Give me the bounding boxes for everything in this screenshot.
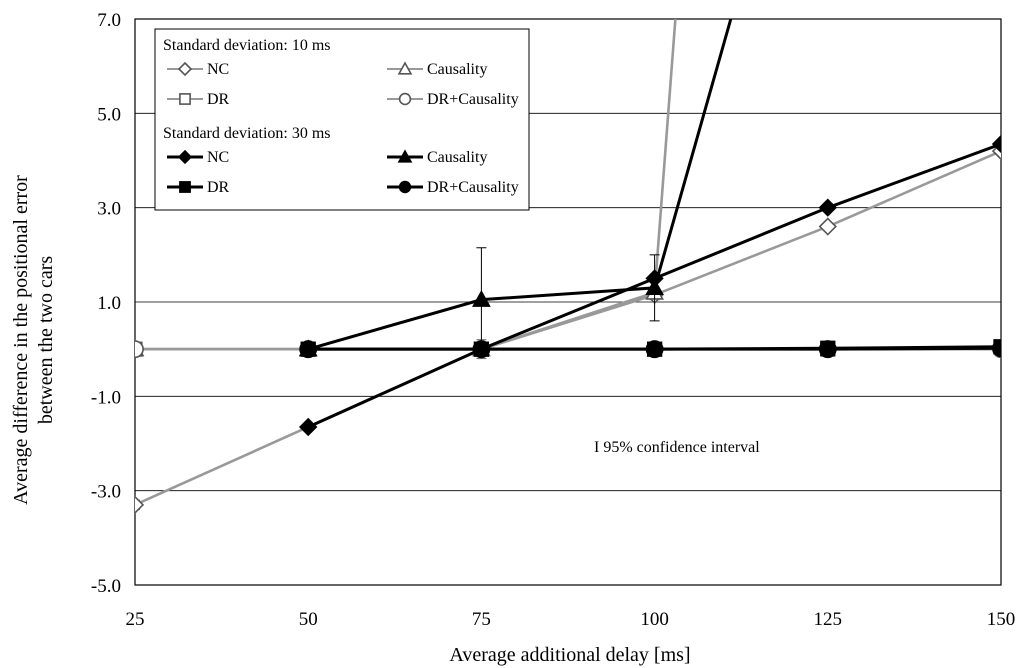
series-layer: [135, 19, 1001, 514]
x-tick-label: 50: [299, 609, 318, 630]
y-axis-ticks: -5.0 -3.0 -1.0 1.0 3.0 5.0 7.0: [91, 10, 121, 597]
legend-label-dr-30ms: DR: [207, 179, 230, 196]
x-tick-label: 25: [126, 609, 145, 630]
legend-label-dr-10ms: DR: [207, 91, 230, 108]
data-point: [818, 217, 837, 236]
legend-label-causality-30ms: Causality: [427, 149, 487, 166]
x-tick-label: 100: [640, 609, 669, 630]
legend-key-marker: [397, 149, 413, 163]
series-dr-causality-30ms: [299, 339, 1001, 359]
legend-label-dr-causality-10ms: DR+Causality: [427, 91, 519, 108]
data-point: [818, 340, 837, 359]
legend-key-marker: [179, 93, 191, 105]
legend: Standard deviation: 10 ms Standard devia…: [154, 28, 530, 211]
x-axis-label: Average additional delay [ms]: [449, 644, 690, 666]
legend-key-marker: [398, 92, 412, 106]
data-point: [818, 198, 837, 217]
legend-label-causality-10ms: Causality: [427, 61, 487, 78]
legend-key-marker: [398, 180, 412, 194]
data-point: [299, 417, 318, 437]
plot-area-frame: [134, 18, 1002, 586]
legend-label-dr-causality-30ms: DR+Causality: [427, 179, 519, 196]
x-tick-label: 150: [987, 609, 1016, 630]
legend-key-marker: [179, 181, 191, 193]
data-point: [299, 340, 318, 359]
legend-title-10ms: Standard deviation: 10 ms: [163, 37, 331, 54]
legend-label-nc-30ms: NC: [207, 149, 229, 166]
y-axis-label-line1: Average difference in the positional err…: [10, 175, 32, 505]
data-point: [135, 340, 144, 359]
data-point: [472, 340, 491, 359]
legend-label-nc-10ms: NC: [207, 61, 229, 78]
data-point: [645, 340, 664, 359]
y-tick-label: 3.0: [97, 199, 121, 220]
x-tick-label: 75: [472, 609, 491, 630]
data-point: [991, 134, 1001, 154]
legend-title-30ms: Standard deviation: 30 ms: [163, 125, 331, 142]
data-point: [645, 278, 664, 296]
data-point: [992, 339, 1001, 358]
y-axis-label-line2: between the two cars: [35, 256, 57, 424]
legend-key-marker: [177, 61, 193, 77]
legend-box: [154, 28, 530, 211]
y-tick-label: -1.0: [91, 387, 121, 408]
x-tick-label: 125: [814, 609, 843, 630]
y-tick-label: 1.0: [97, 293, 121, 314]
data-point: [135, 495, 145, 514]
legend-key-marker: [177, 149, 193, 165]
legend-key-marker: [397, 61, 413, 75]
legend-keys: [167, 61, 423, 194]
y-tick-label: 5.0: [97, 104, 121, 125]
data-point: [472, 289, 491, 307]
series-line: [307, 19, 733, 351]
y-tick-label: -3.0: [91, 482, 121, 503]
confidence-interval-note: I 95% confidence interval: [594, 439, 760, 456]
y-tick-label: -5.0: [91, 576, 121, 597]
x-axis-ticks: 25 50 75 100 125 150: [126, 609, 1016, 630]
y-tick-label: 7.0: [97, 10, 121, 31]
